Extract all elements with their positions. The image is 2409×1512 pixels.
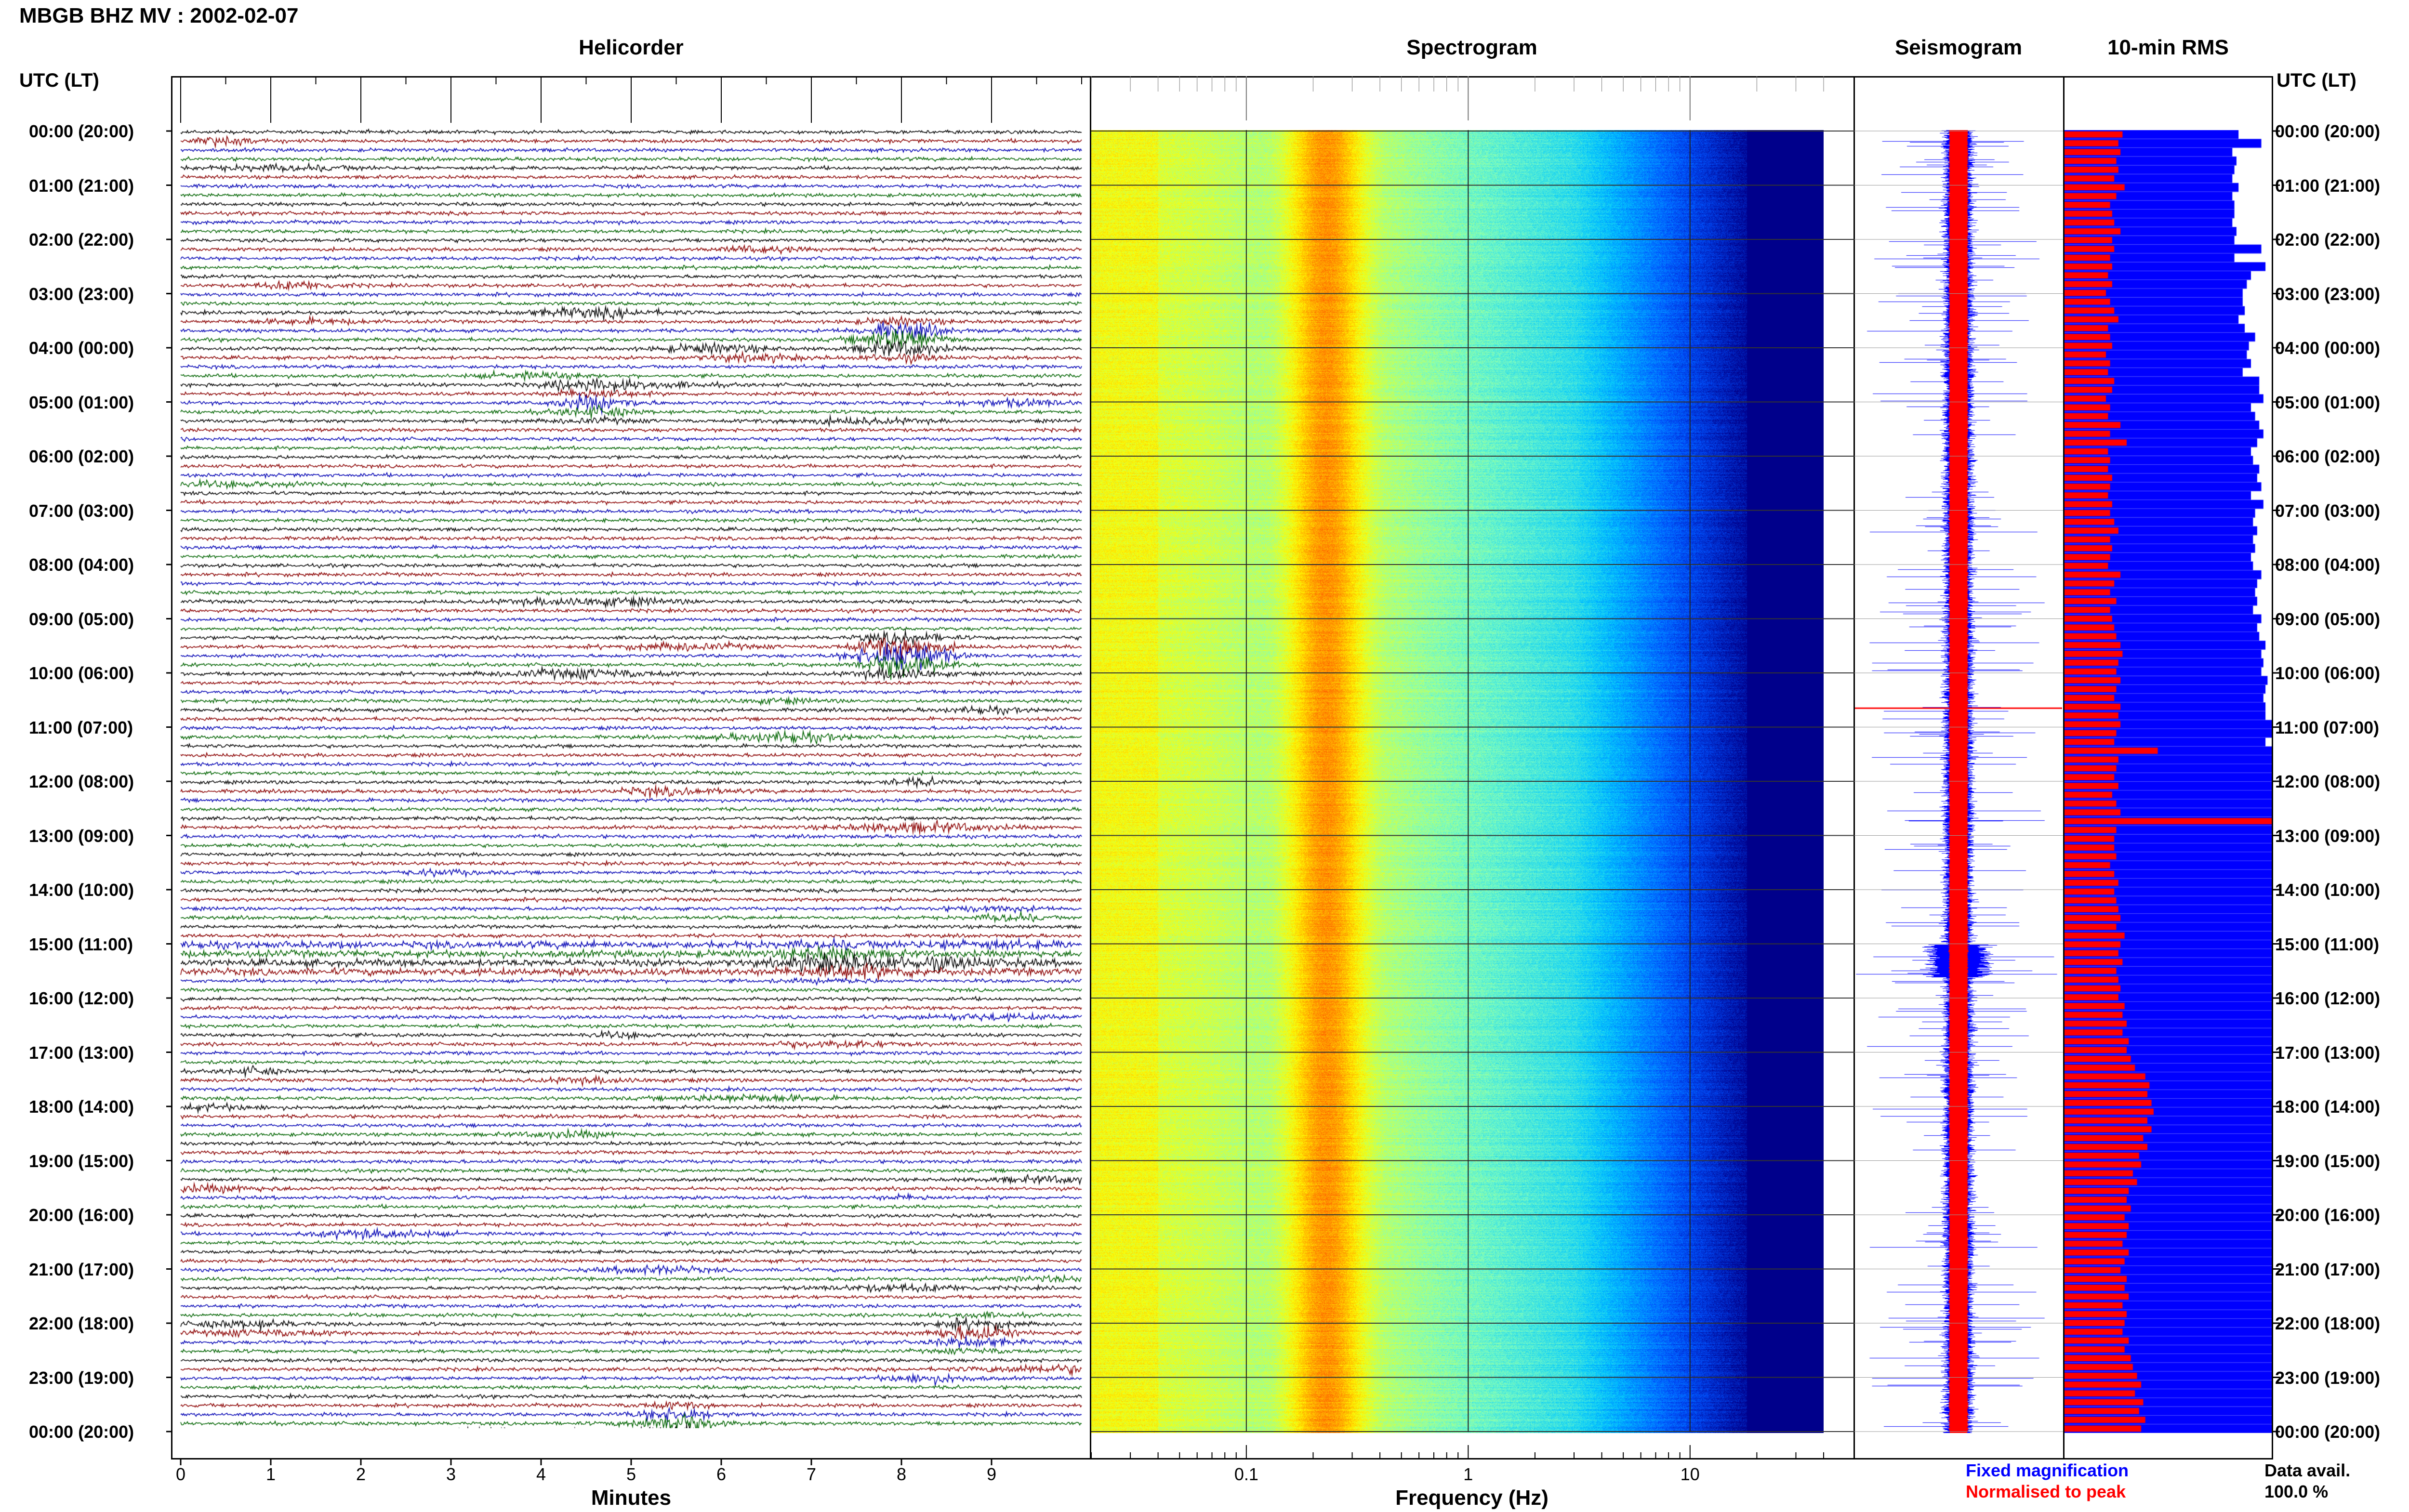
time-label-left: 10:00 (06:00) [29, 663, 134, 683]
helicorder-tick-label: 6 [716, 1464, 727, 1484]
time-label-left: 19:00 (15:00) [29, 1151, 134, 1171]
utc-heading-left: UTC (LT) [19, 70, 99, 91]
time-label-left: 04:00 (00:00) [29, 338, 134, 358]
helicorder-tick-label: 3 [446, 1464, 456, 1484]
time-label-left: 17:00 (13:00) [29, 1042, 134, 1063]
time-label-right: 14:00 (10:00) [2275, 880, 2381, 900]
time-label-right: 21:00 (17:00) [2275, 1259, 2381, 1279]
time-label-right: 09:00 (05:00) [2275, 609, 2381, 629]
time-label-right: 00:00 (20:00) [2275, 1422, 2381, 1442]
rms-title: 10-min RMS [2107, 36, 2229, 59]
rms-plot [2065, 130, 2272, 1433]
time-label-right: 03:00 (23:00) [2275, 284, 2381, 304]
time-label-left: 00:00 (20:00) [29, 1422, 134, 1442]
time-label-left: 09:00 (05:00) [29, 609, 134, 629]
time-label-right: 07:00 (03:00) [2275, 500, 2381, 521]
time-label-right: 13:00 (09:00) [2275, 826, 2381, 846]
time-label-left: 06:00 (02:00) [29, 447, 134, 466]
helicorder-tick-label: 8 [896, 1464, 907, 1484]
time-label-left: 22:00 (18:00) [29, 1314, 134, 1333]
helicorder-tick-label: 1 [265, 1464, 276, 1484]
time-label-right: 06:00 (02:00) [2275, 447, 2381, 466]
time-label-right: 20:00 (16:00) [2275, 1205, 2381, 1225]
time-label-right: 17:00 (13:00) [2275, 1042, 2381, 1063]
time-label-left: 13:00 (09:00) [29, 826, 134, 846]
data-availability-value: 100.0 % [2264, 1482, 2329, 1501]
time-label-left: 00:00 (20:00) [29, 121, 134, 141]
helicorder-tick-label: 5 [626, 1464, 636, 1484]
helicorder-tick-label: 7 [806, 1464, 817, 1484]
time-label-left: 02:00 (22:00) [29, 230, 134, 250]
spectrogram-tick-label: 0.1 [1234, 1464, 1258, 1484]
time-label-right: 08:00 (04:00) [2275, 555, 2381, 575]
helicorder-tick-label: 2 [356, 1464, 366, 1484]
time-label-right: 18:00 (14:00) [2275, 1097, 2381, 1117]
seismogram-plot [1855, 130, 2062, 1433]
time-label-right: 01:00 (21:00) [2275, 175, 2381, 196]
page-title: MBGB BHZ MV : 2002-02-07 [19, 4, 299, 27]
time-label-left: 03:00 (23:00) [29, 284, 134, 304]
spectrogram-tick-label: 10 [1680, 1464, 1700, 1484]
time-label-left: 15:00 (11:00) [29, 934, 133, 954]
helicorder-xlabel: Minutes [591, 1486, 672, 1510]
time-label-right: 02:00 (22:00) [2275, 230, 2381, 250]
time-label-left: 23:00 (19:00) [29, 1367, 134, 1388]
time-label-right: 19:00 (15:00) [2275, 1151, 2381, 1171]
time-label-right: 00:00 (20:00) [2275, 121, 2381, 141]
helicorder-tick-label: 0 [175, 1464, 186, 1484]
time-label-right: 23:00 (19:00) [2275, 1367, 2381, 1388]
utc-heading-right: UTC (LT) [2277, 70, 2356, 91]
data-availability-label: Data avail. [2264, 1460, 2351, 1480]
time-label-left: 20:00 (16:00) [29, 1205, 134, 1225]
helicorder-tick-label: 4 [536, 1464, 546, 1484]
time-label-left: 14:00 (10:00) [29, 880, 134, 900]
time-label-left: 16:00 (12:00) [29, 988, 134, 1008]
time-label-right: 15:00 (11:00) [2275, 934, 2380, 954]
time-label-right: 12:00 (08:00) [2275, 772, 2381, 791]
helicorder-plot [178, 123, 1084, 1428]
time-label-right: 22:00 (18:00) [2275, 1314, 2381, 1333]
seismogram-title: Seismogram [1894, 36, 2023, 59]
time-label-right: 04:00 (00:00) [2275, 338, 2381, 358]
time-label-left: 11:00 (07:00) [29, 717, 133, 737]
legend-fixed: Fixed magnification [1966, 1460, 2129, 1480]
helicorder-tick-label: 9 [986, 1464, 997, 1484]
time-label-right: 05:00 (01:00) [2275, 392, 2381, 412]
helicorder-title: Helicorder [579, 36, 684, 59]
spectrogram-xlabel: Frequency (Hz) [1395, 1486, 1549, 1510]
time-label-left: 01:00 (21:00) [29, 175, 134, 196]
time-label-right: 16:00 (12:00) [2275, 988, 2381, 1008]
time-label-right: 10:00 (06:00) [2275, 663, 2381, 683]
time-label-left: 18:00 (14:00) [29, 1097, 134, 1117]
rms-frame [2063, 76, 2273, 1459]
time-label-left: 21:00 (17:00) [29, 1259, 134, 1279]
time-label-left: 07:00 (03:00) [29, 500, 134, 521]
spectrogram-plot [1091, 130, 1824, 1433]
time-label-left: 12:00 (08:00) [29, 772, 134, 791]
time-label-left: 05:00 (01:00) [29, 392, 134, 412]
spectrogram-tick-label: 1 [1463, 1464, 1473, 1484]
legend-normalised: Normalised to peak [1966, 1482, 2126, 1501]
spectrogram-title: Spectrogram [1406, 36, 1537, 59]
time-label-right: 11:00 (07:00) [2275, 717, 2380, 737]
time-label-left: 08:00 (04:00) [29, 555, 134, 575]
